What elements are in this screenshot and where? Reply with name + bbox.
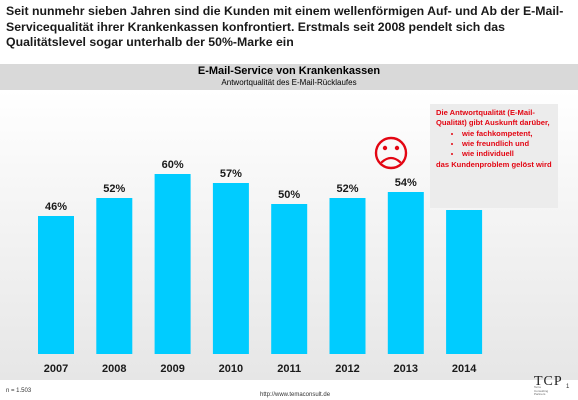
value-label-2012: 52% xyxy=(336,183,358,195)
value-label-2008: 52% xyxy=(103,183,125,195)
x-tick-label-2007: 2007 xyxy=(44,363,68,375)
annotation-bullets: wie fachkompetent, wie freundlich und wi… xyxy=(462,129,552,159)
bar-2013 xyxy=(387,192,424,354)
x-tick-label-2010: 2010 xyxy=(219,363,243,375)
value-label-2013: 54% xyxy=(395,177,417,189)
x-tick-label-2009: 2009 xyxy=(160,363,184,375)
value-label-2010: 57% xyxy=(220,168,242,180)
annotation-bullet: wie fachkompetent, xyxy=(462,129,552,139)
value-label-2007: 46% xyxy=(45,201,67,213)
logo-text: TCP xyxy=(534,374,563,389)
bar-2012 xyxy=(329,198,366,354)
bar-2007 xyxy=(38,216,74,354)
bar-2010 xyxy=(212,183,249,354)
x-tick-label-2008: 2008 xyxy=(102,363,126,375)
bar-2009 xyxy=(154,174,191,354)
annotation-bullet: wie freundlich und xyxy=(462,139,552,149)
annotation-bullet: wie individuell xyxy=(462,149,552,159)
x-tick-label-2012: 2012 xyxy=(335,363,359,375)
chart-title: E-Mail-Service von Krankenkassen xyxy=(197,65,381,77)
footer-url[interactable]: http://www.temaconsult.de xyxy=(260,392,331,398)
sample-size: n = 1.503 xyxy=(6,388,32,394)
sad-face-icon xyxy=(374,136,408,170)
x-tick-label-2011: 2011 xyxy=(277,363,301,375)
bar-2008 xyxy=(96,198,133,354)
value-label-2009: 60% xyxy=(162,159,184,171)
headline: Seit nunmehr sieben Jahren sind die Kund… xyxy=(6,4,564,49)
annotation-box: Die Antwortqualität (E-Mail-Qualität) gi… xyxy=(430,104,558,208)
x-tick-label-2013: 2013 xyxy=(394,363,418,375)
bar-2014 xyxy=(446,210,483,354)
logo-subtitle: Terra Consulting Partners xyxy=(534,385,549,396)
company-logo: TCP Terra Consulting Partners xyxy=(534,372,566,396)
value-label-2011: 50% xyxy=(278,189,300,201)
page-number: 1 xyxy=(566,384,570,390)
chart-title-bar: E-Mail-Service von Krankenkassen Antwort… xyxy=(0,64,578,90)
chart-subtitle: Antwortqualität des E-Mail-Rücklaufes xyxy=(221,78,357,87)
bar-2011 xyxy=(271,204,308,354)
annotation-intro: Die Antwortqualität (E-Mail-Qualität) gi… xyxy=(436,108,550,127)
x-tick-label-2014: 2014 xyxy=(452,363,477,375)
annotation-outro: das Kundenproblem gelöst wird xyxy=(436,160,552,169)
